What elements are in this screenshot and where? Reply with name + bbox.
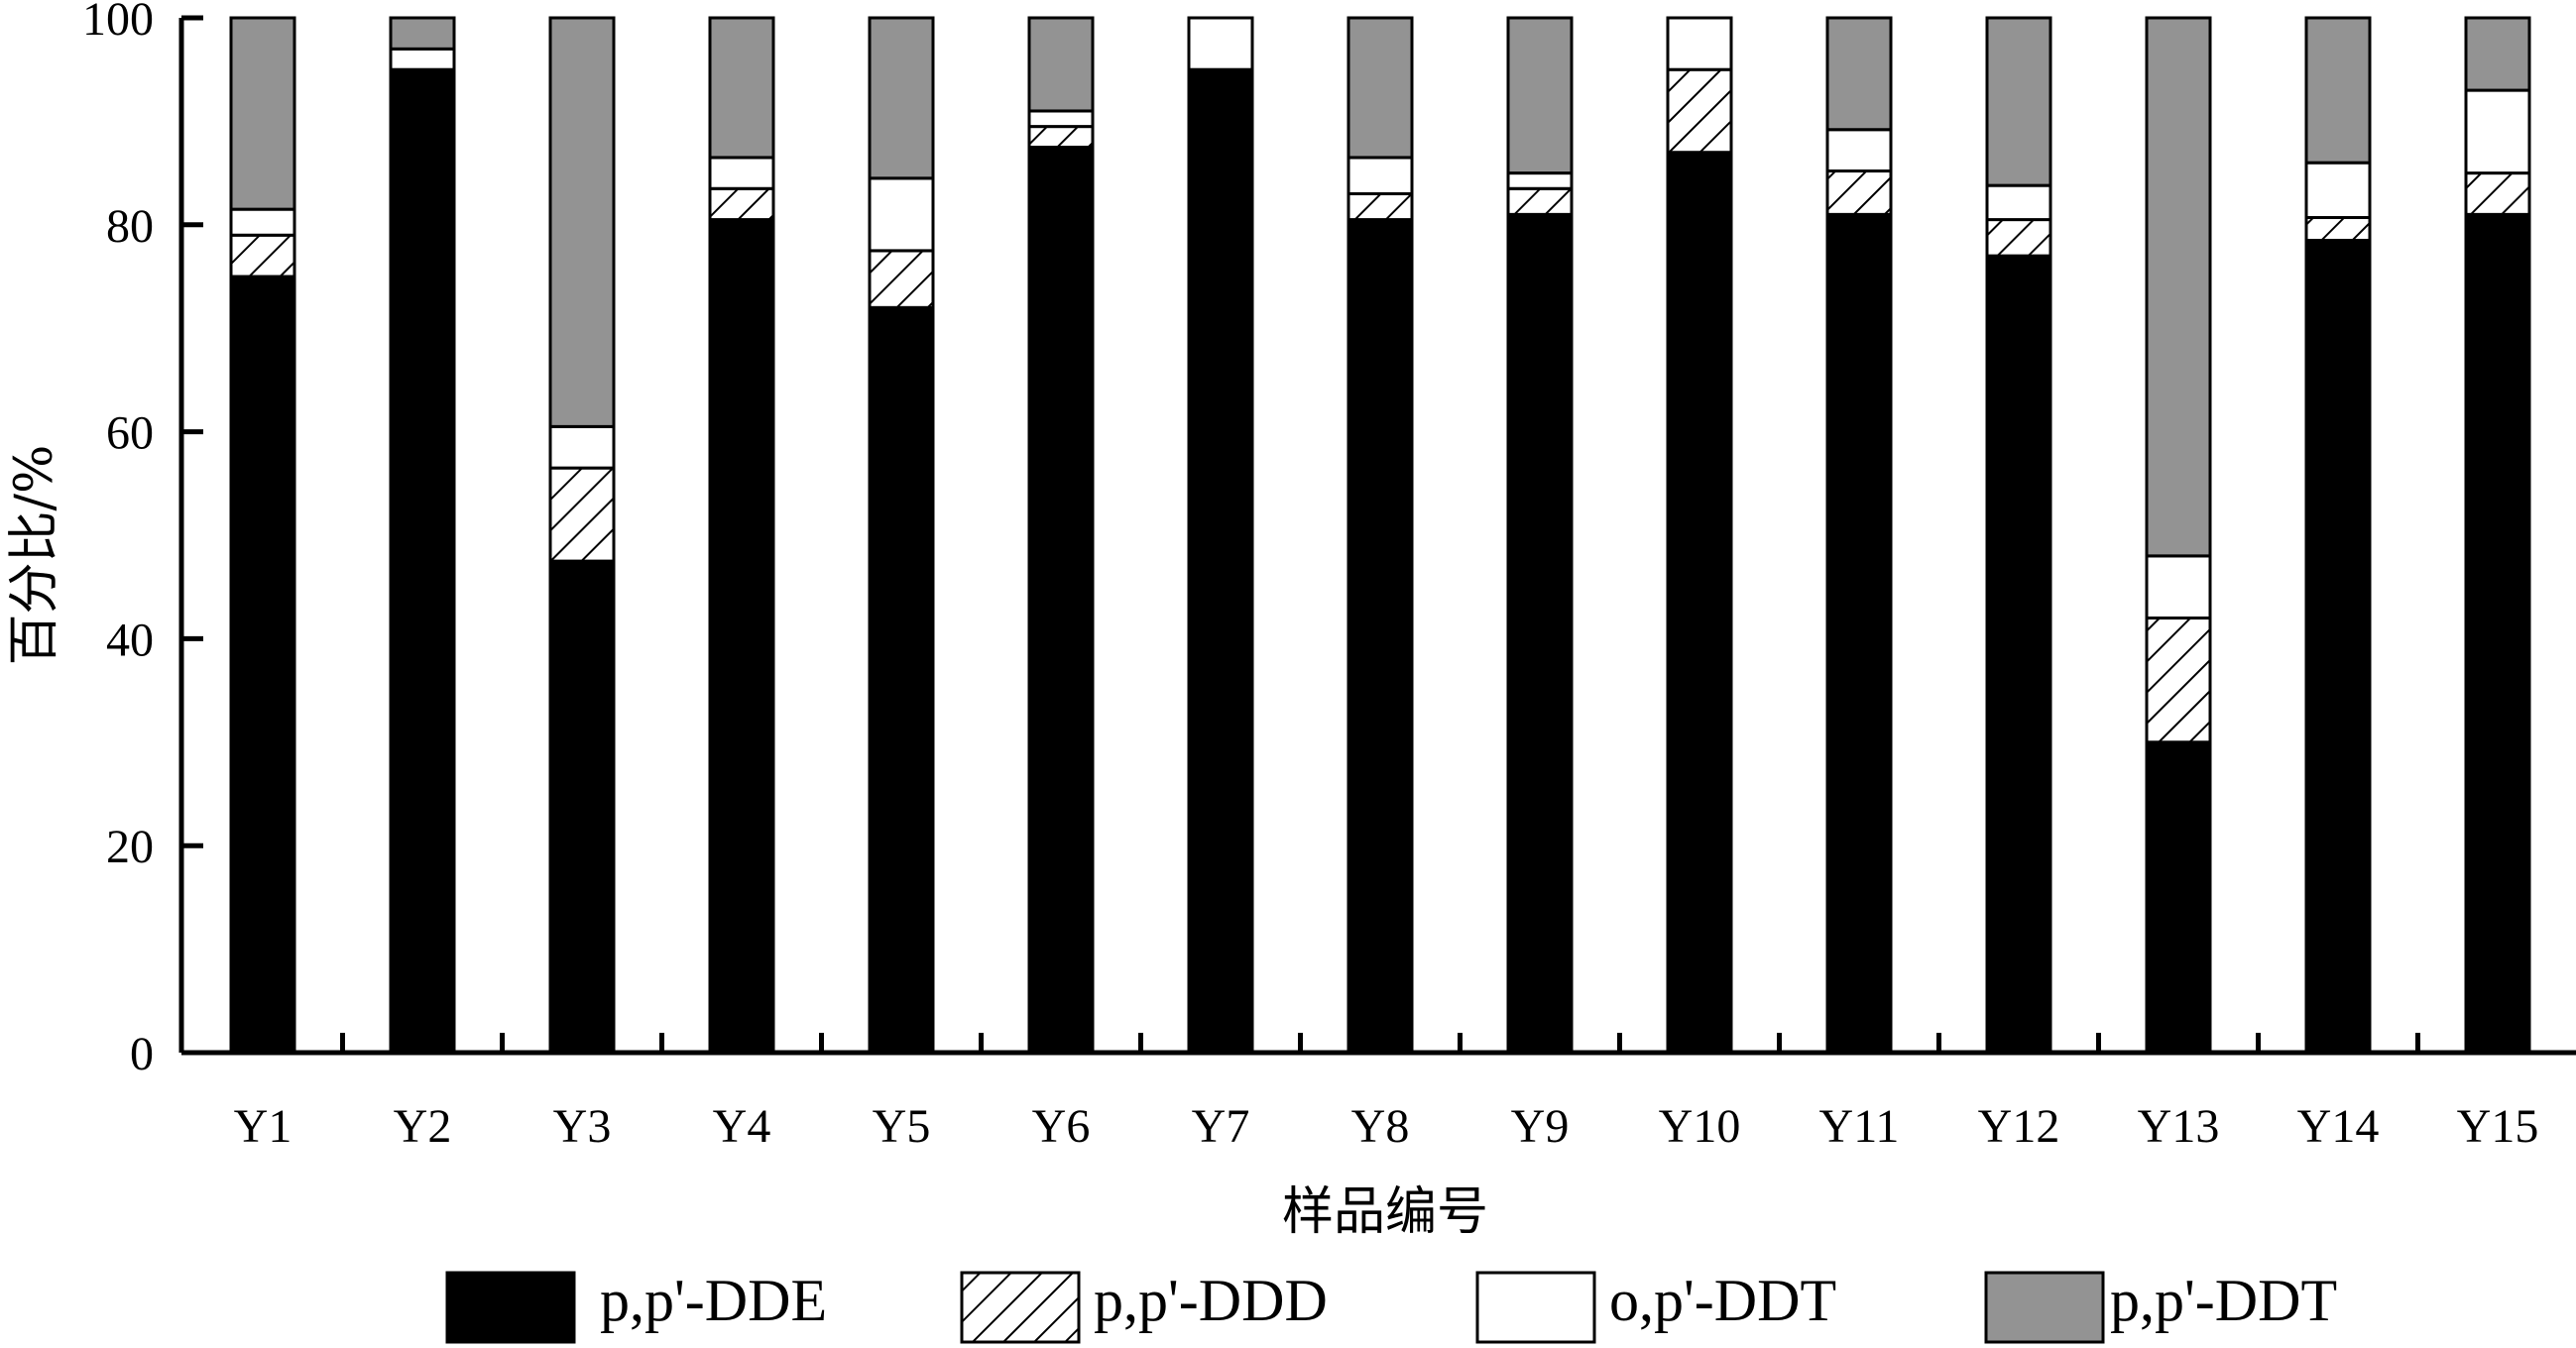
bar-segment-y2-series-1 [389,67,456,1055]
legend-swatch-1 [445,1271,576,1344]
bar-segment-y2-series-3 [389,47,456,71]
bar-segment-y8-series-1 [1347,218,1414,1055]
bar-segment-y5-series-3 [868,176,935,253]
x-tick-label-y14: Y14 [2297,1100,2380,1153]
bar-segment-y9-series-2 [1506,186,1574,216]
x-tick-label-y5: Y5 [873,1100,931,1153]
x-tick-label-y3: Y3 [553,1100,612,1153]
y-axis-title: 百分比/% [5,445,64,666]
bar-segment-y11-series-2 [1825,169,1893,216]
x-tick-label-y2: Y2 [394,1100,452,1153]
bar-segment-y13-series-2 [2145,617,2212,744]
bar-segment-y14-series-3 [2304,161,2372,219]
bar-segment-y15-series-2 [2464,171,2531,216]
legend-label-1: p,p'-DDE [600,1268,827,1333]
bar-segment-y12-series-1 [1985,254,2052,1055]
bar-segment-y1-series-1 [229,275,296,1055]
legend-label-3: o,p'-DDT [1609,1268,1836,1333]
y-tick-label-80: 80 [106,200,154,253]
bar-segment-y3-series-1 [548,559,616,1055]
bar-segment-y1-series-4 [229,16,296,211]
bar-segment-y9-series-4 [1506,16,1574,175]
bar-segment-y11-series-4 [1825,16,1893,132]
bar-segment-y9-series-1 [1506,212,1574,1055]
bar-segment-y6-series-1 [1027,146,1095,1055]
bar-segment-y4-series-3 [708,156,775,190]
legend-swatch-2 [960,1271,1081,1344]
bar-segment-y3-series-2 [548,466,616,563]
x-tick-label-y1: Y1 [234,1100,293,1153]
legend-swatch-4 [1984,1271,2105,1344]
bar-segment-y4-series-1 [708,218,775,1055]
y-tick-label-40: 40 [106,614,154,666]
bar-segment-y12-series-2 [1985,218,2052,258]
y-tick-label-100: 100 [82,0,154,46]
bar-segment-y13-series-1 [2145,740,2212,1055]
bar-segment-y15-series-1 [2464,212,2531,1055]
bar-segment-y3-series-4 [548,16,616,428]
bar-segment-y6-series-2 [1027,125,1095,150]
bar-segment-y12-series-3 [1985,183,2052,222]
x-tick-label-y12: Y12 [1978,1100,2060,1153]
bar-segment-y11-series-3 [1825,128,1893,173]
x-tick-label-y10: Y10 [1659,1100,1741,1153]
bar-segment-y4-series-2 [708,186,775,222]
bar-segment-y7-series-3 [1187,16,1254,71]
x-axis-title: 样品编号 [1282,1182,1488,1242]
bar-segment-y6-series-3 [1027,109,1095,129]
bar-segment-y15-series-4 [2464,16,2531,92]
legend-label-4: p,p'-DDT [2110,1268,2337,1333]
bar-segment-y2-series-4 [389,16,456,51]
y-tick-label-20: 20 [106,821,154,873]
bar-segment-y14-series-2 [2304,215,2372,242]
y-tick-label-0: 0 [130,1028,154,1080]
x-tick-label-y15: Y15 [2457,1100,2539,1153]
x-tick-label-y8: Y8 [1351,1100,1410,1153]
bar-segment-y1-series-3 [229,207,296,237]
legend-swatch-3 [1475,1271,1596,1344]
bar-segment-y5-series-4 [868,16,935,180]
bar-segment-y14-series-4 [2304,16,2372,165]
bar-segment-y4-series-4 [708,16,775,160]
bar-segment-y11-series-1 [1825,212,1893,1055]
y-tick-label-60: 60 [106,407,154,460]
bar-segment-y8-series-3 [1347,156,1414,195]
bar-segment-y8-series-4 [1347,16,1414,160]
bar-segment-y7-series-1 [1187,67,1254,1055]
bar-segment-y10-series-1 [1666,151,1733,1055]
bar-segment-y9-series-3 [1506,171,1574,190]
bar-segment-y10-series-2 [1666,67,1733,155]
bar-segment-y6-series-4 [1027,16,1095,113]
x-tick-label-y6: Y6 [1032,1100,1091,1153]
bar-segment-y8-series-2 [1347,191,1414,222]
bar-segment-y3-series-3 [548,424,616,470]
bar-segment-y13-series-4 [2145,16,2212,558]
bar-segment-y15-series-3 [2464,88,2531,175]
bar-segment-y1-series-2 [229,233,296,279]
x-tick-label-y7: Y7 [1192,1100,1250,1153]
x-tick-label-y13: Y13 [2138,1100,2220,1153]
axes-group: Y1 Y2 Y3 Y4 Y5 Y6 Y7 Y8 Y9 Y10 Y11 Y12 Y13 Y14 Y15 0 20 4… [82,0,2576,1153]
x-tick-label-y11: Y11 [1819,1100,1900,1153]
bar-segment-y13-series-3 [2145,554,2212,620]
legend: p,p'-DDE p,p'-DDD o,p'-DDT p,p'-DDT [445,1268,2337,1344]
bar-segment-y12-series-4 [1985,16,2052,187]
bar-segment-y5-series-2 [868,249,935,309]
bars-group [229,16,2531,1055]
bar-segment-y10-series-3 [1666,16,1733,71]
bar-segment-y14-series-1 [2304,238,2372,1055]
bar-segment-y5-series-1 [868,305,935,1055]
x-tick-label-y4: Y4 [713,1100,771,1153]
x-tick-label-y9: Y9 [1511,1100,1570,1153]
legend-label-2: p,p'-DDD [1094,1268,1328,1333]
